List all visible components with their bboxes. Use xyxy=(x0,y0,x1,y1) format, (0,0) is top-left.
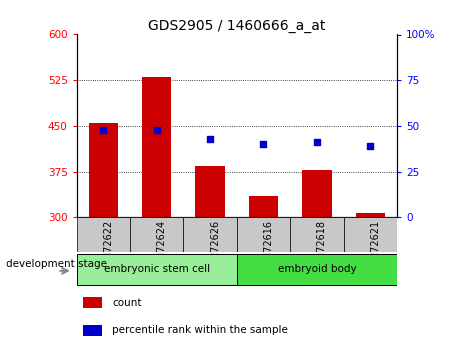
Point xyxy=(207,136,214,141)
Title: GDS2905 / 1460666_a_at: GDS2905 / 1460666_a_at xyxy=(148,19,326,33)
Bar xyxy=(344,217,397,252)
Text: embryoid body: embryoid body xyxy=(277,264,356,274)
Bar xyxy=(77,254,237,285)
Text: GSM72616: GSM72616 xyxy=(263,220,273,273)
Bar xyxy=(83,325,102,336)
Bar xyxy=(237,217,290,252)
Bar xyxy=(249,196,278,217)
Bar xyxy=(237,254,397,285)
Text: GSM72626: GSM72626 xyxy=(210,220,220,273)
Bar xyxy=(83,297,102,308)
Text: GSM72622: GSM72622 xyxy=(103,220,113,273)
Point xyxy=(153,127,160,132)
Bar xyxy=(184,217,237,252)
Text: percentile rank within the sample: percentile rank within the sample xyxy=(112,325,288,335)
Point xyxy=(313,140,320,145)
Bar xyxy=(89,123,118,217)
Text: count: count xyxy=(112,298,142,308)
Bar xyxy=(290,217,344,252)
Text: GSM72618: GSM72618 xyxy=(317,220,327,273)
Bar xyxy=(355,213,385,217)
Point xyxy=(100,127,107,132)
Bar xyxy=(142,77,171,217)
Text: embryonic stem cell: embryonic stem cell xyxy=(104,264,210,274)
Point xyxy=(367,143,374,149)
Bar xyxy=(195,166,225,217)
Point xyxy=(260,141,267,147)
Bar xyxy=(130,217,184,252)
Text: GSM72624: GSM72624 xyxy=(156,220,167,273)
Bar xyxy=(302,170,331,217)
Bar xyxy=(77,217,130,252)
Text: GSM72621: GSM72621 xyxy=(370,220,380,273)
Text: development stage: development stage xyxy=(6,259,107,269)
